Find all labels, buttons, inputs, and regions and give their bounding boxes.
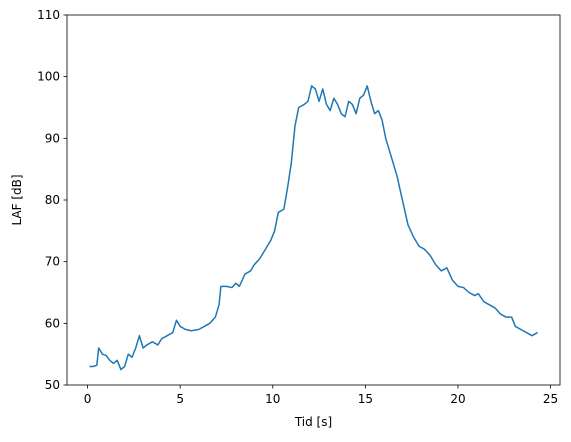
y-tick-label: 50 [45,378,60,392]
y-axis-label: LAF [dB] [10,174,24,225]
axes-frame [66,14,561,386]
y-tick-label: 110 [37,8,60,22]
x-tick-label: 0 [84,392,92,406]
data-line [89,85,538,371]
x-tick-label: 15 [358,392,373,406]
x-tick-label: 5 [176,392,184,406]
y-tick-label: 90 [45,131,60,145]
y-tick-label: 60 [45,316,60,330]
y-tick-label: 100 [37,70,60,84]
x-tick-label: 10 [265,392,280,406]
y-tick-label: 80 [45,193,60,207]
x-axis-label: Tid [s] [294,415,332,429]
x-tick-label: 20 [450,392,465,406]
x-tick-label: 25 [543,392,558,406]
y-tick-label: 70 [45,255,60,269]
